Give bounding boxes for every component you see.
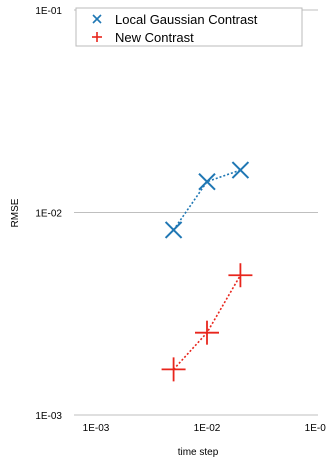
data-point-new-contrast-1 bbox=[195, 320, 219, 345]
tick-labels: 1E-03 1E-02 1E-01 1E-03 1E-02 1E-01 bbox=[35, 6, 326, 434]
x-tick-label-0: 1E-03 bbox=[83, 423, 110, 434]
legend: Local Gaussian Contrast New Contrast bbox=[75, 7, 303, 47]
data-point-new-contrast-2 bbox=[228, 263, 253, 288]
plot-area bbox=[161, 161, 253, 382]
data-point-local-gaussian-contrast-1 bbox=[198, 172, 216, 191]
y-axis-label: RMSE bbox=[10, 198, 21, 227]
x-tick-label-1: 1E-02 bbox=[194, 423, 221, 434]
y-tick-label-0: 1E-03 bbox=[35, 411, 62, 422]
y-tick-label-1: 1E-02 bbox=[35, 209, 62, 220]
legend-x-glyph bbox=[92, 14, 102, 24]
series-line-local-gaussian-contrast bbox=[172, 169, 241, 231]
legend-marker-x bbox=[92, 14, 102, 24]
data-point-new-contrast-0 bbox=[161, 357, 186, 382]
data-point-local-gaussian-contrast-2 bbox=[231, 161, 250, 179]
legend-plus-glyph bbox=[92, 32, 102, 42]
data-point-local-gaussian-contrast-0 bbox=[164, 221, 183, 239]
legend-box bbox=[75, 7, 303, 47]
y-tick-label-2: 1E-01 bbox=[35, 6, 62, 17]
x-tick-label-2: 1E-01 bbox=[305, 423, 326, 434]
gridlines bbox=[74, 9, 318, 416]
x-axis-label: time step bbox=[178, 447, 219, 458]
legend-label-new-contrast: New Contrast bbox=[115, 30, 194, 45]
legend-label-local-gaussian-contrast: Local Gaussian Contrast bbox=[115, 12, 258, 27]
legend-marker-plus bbox=[92, 32, 102, 42]
